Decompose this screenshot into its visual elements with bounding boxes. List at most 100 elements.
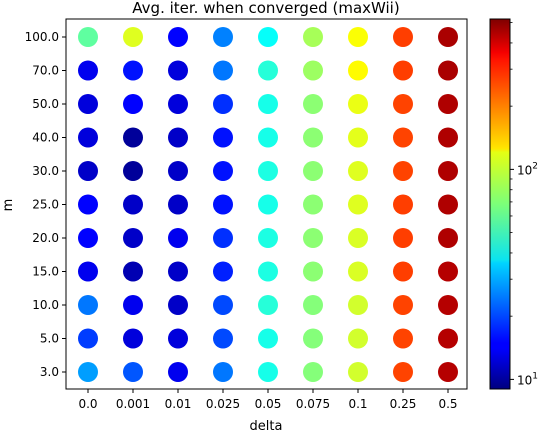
data-point <box>78 228 98 248</box>
data-point <box>303 61 323 81</box>
data-point <box>168 128 188 148</box>
data-point <box>438 228 458 248</box>
data-point <box>348 262 368 282</box>
data-point <box>348 161 368 181</box>
data-point <box>168 295 188 315</box>
x-tick-label: 0.025 <box>206 397 240 411</box>
colorbar-gradient <box>490 19 510 389</box>
x-tick-label: 0.05 <box>255 397 282 411</box>
x-tick-label: 0.075 <box>296 397 330 411</box>
data-point <box>258 195 278 215</box>
chart-title: Avg. iter. when converged (maxWii) <box>132 0 399 17</box>
data-point <box>393 228 413 248</box>
data-point <box>348 27 368 47</box>
data-point <box>393 362 413 382</box>
data-point <box>168 61 188 81</box>
x-tick-label: 0.001 <box>116 397 150 411</box>
y-tick-label: 70.0 <box>32 64 59 78</box>
data-point <box>438 94 458 114</box>
x-tick-label: 0.25 <box>390 397 417 411</box>
data-point <box>303 295 323 315</box>
data-point <box>123 262 143 282</box>
data-point <box>348 128 368 148</box>
data-point <box>78 262 98 282</box>
data-point <box>258 128 278 148</box>
data-point <box>123 61 143 81</box>
data-point <box>393 27 413 47</box>
data-point <box>213 295 233 315</box>
data-point <box>258 27 278 47</box>
colorbar-tick-label: 101 <box>517 371 538 387</box>
y-tick-label: 40.0 <box>32 131 59 145</box>
colorbar: 101 102 <box>490 19 538 389</box>
data-point <box>78 295 98 315</box>
data-point <box>168 228 188 248</box>
y-tick-label: 100.0 <box>25 30 59 44</box>
data-point <box>123 228 143 248</box>
data-point <box>348 61 368 81</box>
data-point <box>258 295 278 315</box>
data-point <box>213 362 233 382</box>
data-point <box>258 228 278 248</box>
data-point <box>258 161 278 181</box>
y-tick-label: 30.0 <box>32 164 59 178</box>
y-tick-label: 25.0 <box>32 198 59 212</box>
data-point <box>348 94 368 114</box>
data-point <box>168 362 188 382</box>
y-tick-label: 3.0 <box>40 365 59 379</box>
x-axis-label: delta <box>250 419 283 433</box>
data-point <box>258 94 278 114</box>
data-point <box>168 329 188 349</box>
data-point <box>303 329 323 349</box>
data-point <box>348 362 368 382</box>
data-point <box>213 61 233 81</box>
data-point <box>393 262 413 282</box>
data-point <box>348 295 368 315</box>
data-point <box>123 362 143 382</box>
data-point <box>303 228 323 248</box>
data-point <box>213 262 233 282</box>
data-point <box>123 94 143 114</box>
data-point <box>168 195 188 215</box>
data-point <box>168 94 188 114</box>
data-point <box>78 195 98 215</box>
data-point <box>438 262 458 282</box>
data-point <box>438 295 458 315</box>
data-point <box>168 262 188 282</box>
y-tick-label: 5.0 <box>40 332 59 346</box>
data-point <box>123 329 143 349</box>
data-point <box>213 128 233 148</box>
data-point <box>168 27 188 47</box>
data-point <box>438 362 458 382</box>
data-point <box>303 262 323 282</box>
data-point <box>438 61 458 81</box>
data-point <box>258 61 278 81</box>
data-point <box>78 94 98 114</box>
data-point <box>78 362 98 382</box>
data-point <box>303 27 323 47</box>
data-point <box>213 94 233 114</box>
data-point <box>213 161 233 181</box>
data-point <box>438 329 458 349</box>
colorbar-tick-label: 102 <box>517 161 538 177</box>
x-tick-label: 0.1 <box>348 397 367 411</box>
data-point <box>168 161 188 181</box>
data-point <box>393 161 413 181</box>
data-point <box>258 329 278 349</box>
data-point <box>438 161 458 181</box>
data-point <box>438 195 458 215</box>
data-point <box>393 128 413 148</box>
data-point <box>123 27 143 47</box>
data-point <box>348 195 368 215</box>
data-point <box>303 195 323 215</box>
x-tick-label: 0.0 <box>78 397 97 411</box>
data-point <box>258 362 278 382</box>
data-point <box>78 27 98 47</box>
data-point <box>123 295 143 315</box>
data-point <box>78 128 98 148</box>
data-point <box>393 94 413 114</box>
data-point <box>393 329 413 349</box>
data-point <box>438 27 458 47</box>
